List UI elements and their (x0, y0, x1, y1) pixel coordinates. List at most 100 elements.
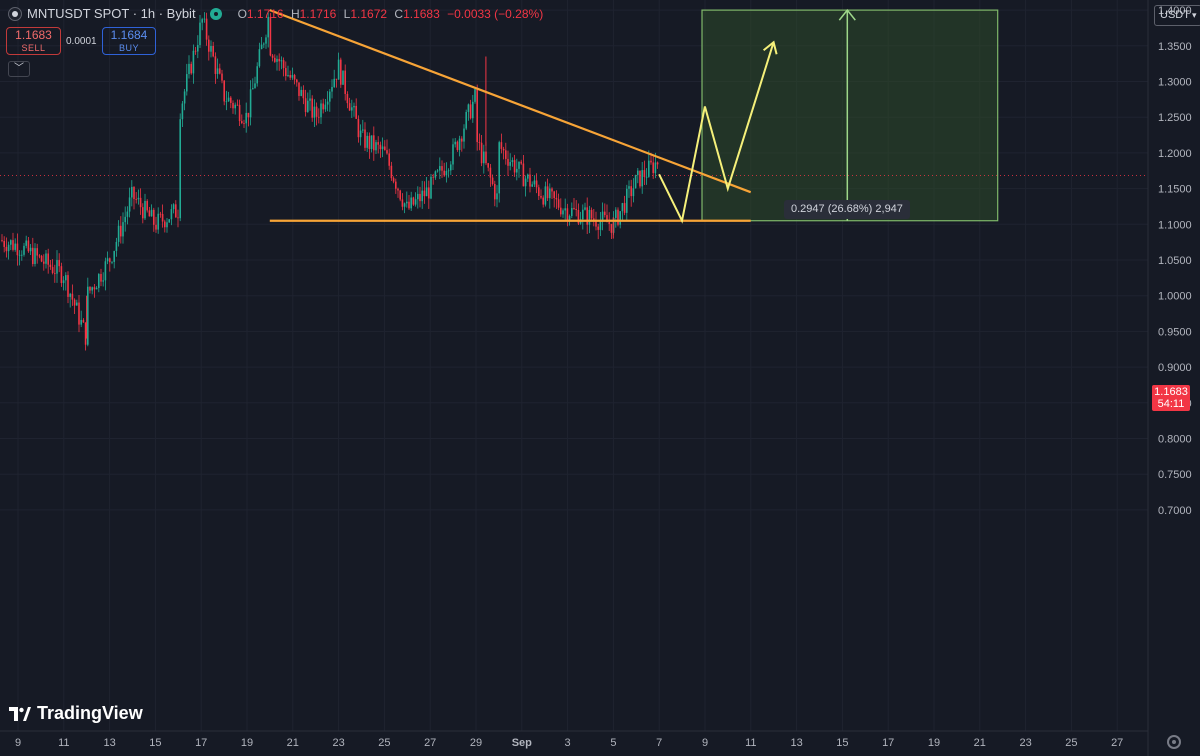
candle (518, 161, 520, 178)
candles (1, 11, 659, 351)
currency-selector[interactable]: USDT (1154, 5, 1200, 26)
candle (274, 54, 276, 63)
candle (575, 200, 577, 217)
candle (216, 58, 219, 79)
candle-body (318, 116, 320, 118)
candle (381, 137, 384, 158)
price-tick-label: 1.0000 (1158, 291, 1192, 303)
candle-body (146, 200, 148, 211)
sell-label: SELL (21, 43, 46, 53)
candle (276, 55, 278, 71)
candle-body (588, 209, 591, 225)
candle (91, 286, 93, 295)
candle-body (227, 97, 230, 102)
time-tick-label: 9 (702, 737, 708, 749)
candle-body (322, 103, 324, 110)
candle (489, 164, 492, 187)
candle (652, 156, 654, 179)
projection-path[interactable] (658, 41, 775, 224)
symbol-logo-icon[interactable] (8, 6, 22, 21)
candle-body (650, 160, 652, 163)
drawings (269, 8, 856, 224)
buy-button[interactable]: 1.1684 BUY (102, 27, 156, 55)
candle (111, 261, 113, 265)
candle (329, 89, 331, 112)
candle-body (469, 104, 472, 119)
candle (397, 187, 399, 198)
candle (135, 192, 137, 204)
target-zone-box[interactable] (701, 9, 999, 222)
candle (117, 220, 120, 247)
candle-body (67, 275, 69, 297)
candle-body (439, 166, 441, 171)
candle-body (293, 75, 296, 80)
candle-body (524, 178, 527, 187)
tradingview-logo[interactable]: TradingView (9, 703, 143, 724)
candle (553, 190, 555, 208)
symbol-title[interactable]: MNTUSDT SPOT · 1h · Bybit (27, 6, 196, 21)
candle (38, 254, 41, 259)
candle (148, 207, 151, 217)
candle (586, 197, 588, 235)
candle (320, 99, 322, 125)
candle (423, 181, 426, 204)
candle-body (10, 240, 12, 245)
candle-body (505, 150, 507, 159)
gear-icon[interactable] (1167, 735, 1181, 749)
candle-body (630, 186, 632, 197)
candle-body (399, 190, 401, 200)
candle (159, 211, 162, 218)
candle (469, 99, 472, 120)
candle-body (496, 193, 498, 200)
candle-body (14, 243, 16, 250)
candle-body (518, 161, 520, 169)
candle (351, 99, 353, 118)
candle (177, 209, 179, 228)
visibility-eye-icon[interactable] (209, 7, 222, 20)
candle-body (276, 58, 278, 62)
candle (139, 188, 142, 215)
candle-body (419, 193, 421, 202)
candle (370, 135, 373, 153)
candle-body (340, 59, 342, 85)
candle (181, 101, 184, 128)
time-tick-label: 9 (15, 737, 21, 749)
candle (309, 89, 311, 111)
descending-trendline[interactable] (269, 9, 752, 194)
candle (49, 259, 52, 270)
candle (194, 47, 197, 55)
candle (214, 52, 217, 84)
candle-body (606, 215, 608, 223)
candle-body (617, 209, 619, 225)
target-zone (701, 9, 999, 222)
candle (439, 157, 441, 180)
candle (221, 69, 223, 84)
candle (161, 204, 164, 228)
candle (256, 62, 258, 87)
time-tick-label: 25 (378, 737, 390, 749)
candle-body (551, 188, 553, 192)
candle-body (364, 129, 366, 148)
candle-body (346, 93, 349, 104)
candle-body (368, 135, 371, 149)
candle-body (32, 247, 34, 265)
candle-body (643, 170, 646, 178)
candle (472, 94, 474, 123)
candle-body (91, 287, 93, 291)
time-tick-label: 15 (836, 737, 848, 749)
sell-button[interactable]: 1.1683 SELL (6, 27, 61, 55)
chevron-down-icon[interactable]: ﹀ (8, 61, 30, 77)
candle (617, 207, 619, 227)
candle-body (483, 151, 485, 164)
candle-body (199, 22, 201, 46)
candle-body (414, 199, 417, 205)
candle-body (98, 274, 100, 288)
candle (300, 86, 302, 97)
candle (331, 79, 333, 99)
candle (56, 250, 58, 283)
candle-body (245, 112, 247, 124)
candle (102, 272, 104, 287)
candle (582, 204, 584, 230)
candle (315, 102, 318, 126)
